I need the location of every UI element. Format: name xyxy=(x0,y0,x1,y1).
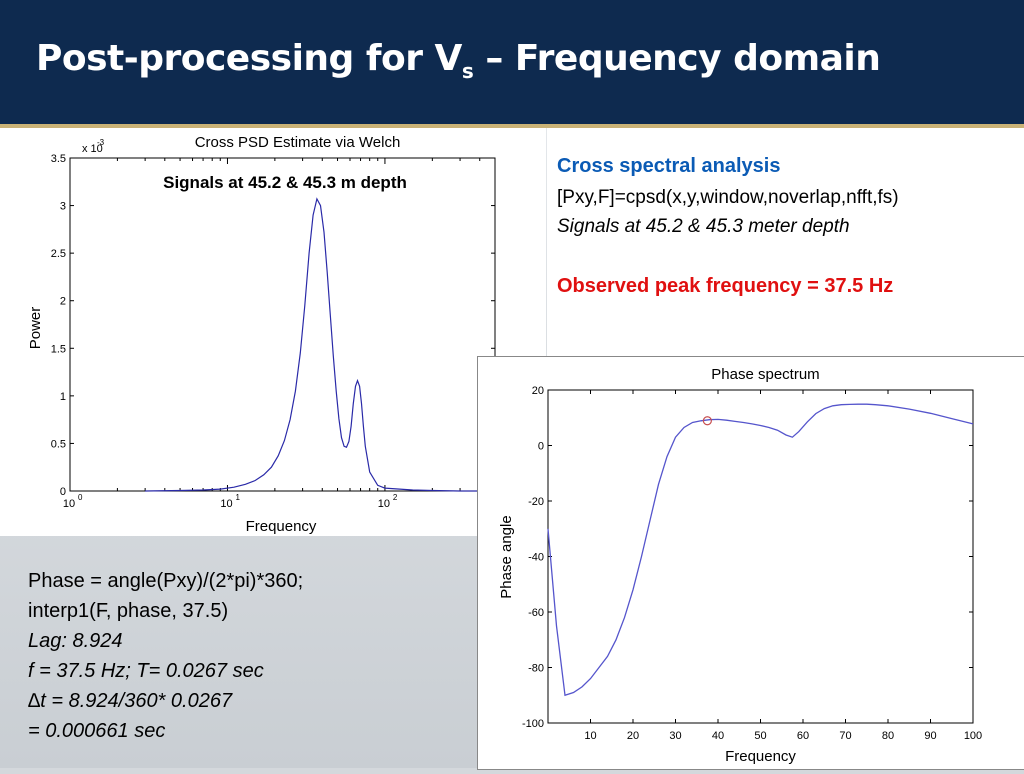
psd-title: Cross PSD Estimate via Welch xyxy=(195,134,401,151)
delta-t-line: ∆t = 8.924/360* 0.0267 xyxy=(28,690,233,712)
phase-marker-point xyxy=(702,416,712,426)
psd-xtick-label-exp: 2 xyxy=(393,493,398,502)
signals-note: Signals at 45.2 & 45.3 meter depth xyxy=(557,216,850,237)
phase-xtick-label: 30 xyxy=(669,730,681,742)
phase-xtick-label: 100 xyxy=(964,730,982,742)
phase-xtick-label: 20 xyxy=(627,730,639,742)
phase-xlabel: Frequency xyxy=(725,748,796,765)
phase-figure: Phase spectrum Frequency Phase angle -100 -8… xyxy=(477,356,1024,770)
psd-xtick-label-exp: 1 xyxy=(235,493,240,502)
phase-chart: Phase spectrum Frequency Phase angle -100 -8… xyxy=(478,357,1024,769)
psd-ytick-label: 2.5 xyxy=(51,248,66,260)
phase-axes-box xyxy=(547,389,974,724)
psd-series-line xyxy=(145,197,495,492)
cross-spectral-heading: Cross spectral analysis xyxy=(557,155,781,177)
lag-line: Lag: 8.924 xyxy=(28,630,123,652)
psd-xtick-label-base: 10 xyxy=(63,498,75,510)
psd-ytick-label: 0.5 xyxy=(51,438,66,450)
phase-ytick-label: -40 xyxy=(528,552,544,564)
phase-xtick-label: 70 xyxy=(839,730,851,742)
phase-xtick-label: 80 xyxy=(882,730,894,742)
phase-series-line xyxy=(547,403,974,697)
psd-y-exponent: x 10 xyxy=(82,143,103,155)
phase-title: Phase spectrum xyxy=(711,366,819,383)
psd-ytick-label: 1.5 xyxy=(51,343,66,355)
phase-xtick-label: 10 xyxy=(584,730,596,742)
psd-xtick-label-base: 10 xyxy=(220,498,232,510)
phase-formula-line: Phase = angle(Pxy)/(2*pi)*360; xyxy=(28,570,304,592)
title-main: Post-processing for V xyxy=(36,38,462,79)
psd-ytick-label: 3.5 xyxy=(51,153,66,165)
delta-t-result-line: = 0.000661 sec xyxy=(28,720,166,742)
phase-xtick-label: 50 xyxy=(754,730,766,742)
right-text-panel xyxy=(547,128,1024,358)
psd-y-exponent-power: -3 xyxy=(97,138,105,147)
psd-ytick-label: 3 xyxy=(60,201,66,213)
psd-annotation: Signals at 45.2 & 45.3 m depth xyxy=(163,173,407,192)
psd-xtick-label-base: 10 xyxy=(378,498,390,510)
phase-ytick-label: 20 xyxy=(532,385,544,397)
frequency-period-line: f = 37.5 Hz; T= 0.0267 sec xyxy=(28,660,264,682)
slide-header xyxy=(0,0,1024,124)
header-accent-line xyxy=(0,124,1024,128)
phase-ytick-label: -60 xyxy=(528,607,544,619)
slide-title: Post-processing for Vs – Frequency domai… xyxy=(36,38,881,84)
psd-figure: Cross PSD Estimate via Welch Signals at 4… xyxy=(0,128,546,536)
psd-ylabel: Power xyxy=(27,307,44,350)
title-rest: – Frequency domain xyxy=(473,38,881,79)
psd-ytick-label: 1 xyxy=(60,391,66,403)
psd-ytick-label: 2 xyxy=(60,296,66,308)
peak-frequency-text: Observed peak frequency = 37.5 Hz xyxy=(557,275,894,297)
phase-ytick-label: -100 xyxy=(522,718,544,730)
phase-ytick-label: -20 xyxy=(528,496,544,508)
psd-chart: Cross PSD Estimate via Welch Signals at 4… xyxy=(27,134,496,535)
psd-ytick-label: 0 xyxy=(60,486,66,498)
phase-ytick-label: -80 xyxy=(528,663,544,675)
psd-xtick-label-exp: 0 xyxy=(78,493,83,502)
title-subscript: s xyxy=(461,59,474,84)
phase-ylabel: Phase angle xyxy=(498,515,515,598)
psd-xlabel: Frequency xyxy=(246,518,317,535)
cpsd-code-line: [Pxy,F]=cpsd(x,y,window,noverlap,nfft,fs… xyxy=(557,187,899,208)
phase-ytick-label: 0 xyxy=(538,441,544,453)
phase-xtick-label: 90 xyxy=(924,730,936,742)
psd-axes-box xyxy=(69,157,496,492)
phase-xtick-label: 60 xyxy=(797,730,809,742)
interp-line: interp1(F, phase, 37.5) xyxy=(28,600,229,622)
phase-xtick-label: 40 xyxy=(712,730,724,742)
